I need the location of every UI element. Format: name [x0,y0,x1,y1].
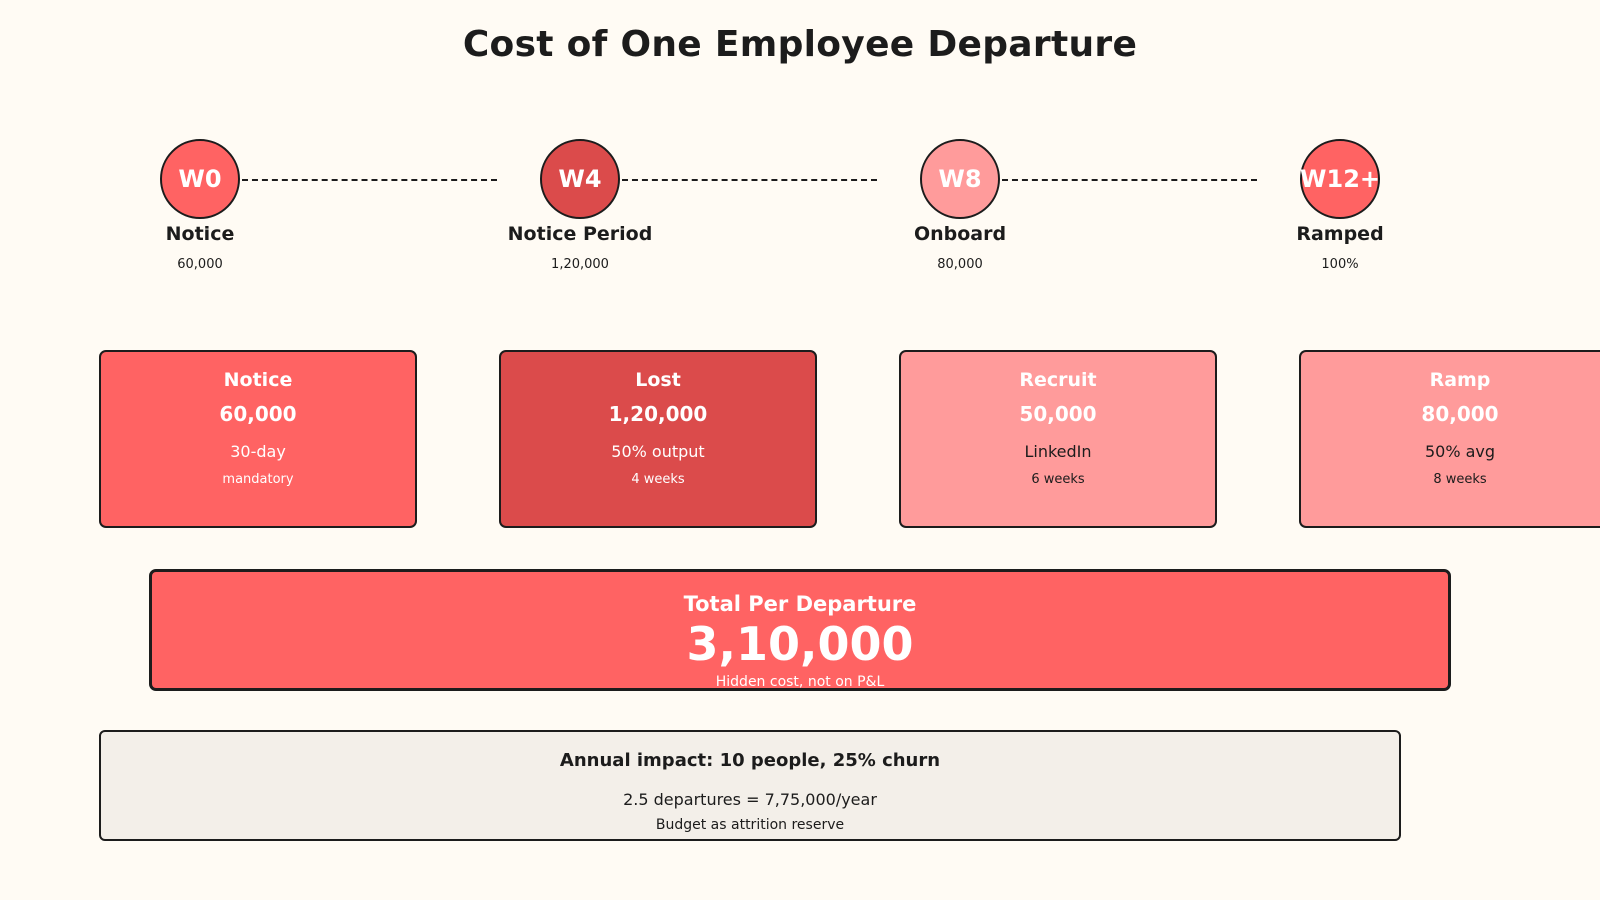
impact-detail: 2.5 departures = 7,75,000/year [623,790,877,809]
milestone-circle: W12+ [1300,139,1380,219]
card-amount: 80,000 [1421,402,1499,426]
milestone-value: 60,000 [177,257,223,272]
total-title: Total Per Departure [683,592,917,616]
milestone-value: 100% [1321,257,1359,272]
milestone-label: Ramped [1296,223,1384,245]
milestone-week-4: W4 Notice Period 1,20,000 [480,139,680,272]
timeline-connector [242,179,497,181]
total-note: Hidden cost, not on P&L [715,674,885,690]
timeline-connector [1002,179,1257,181]
milestone-label: Onboard [913,223,1007,245]
milestone-week-12: W12+ Ramped 100% [1240,139,1440,272]
card-description: 50% output [611,442,705,461]
card-amount: 1,20,000 [608,402,708,426]
card-description: 30-day [230,442,286,461]
timeline-connector [622,179,877,181]
milestone-value: 1,20,000 [551,257,609,272]
card-amount: 50,000 [1019,402,1097,426]
card-note: mandatory [222,472,294,487]
card-title: Ramp [1429,369,1491,391]
milestone-circle: W0 [160,139,240,219]
total-per-departure-banner: Total Per Departure 3,10,000 Hidden cost… [149,569,1451,691]
milestone-label: Notice [165,223,235,245]
card-note: 8 weeks [1433,472,1487,487]
page-title: Cost of One Employee Departure [462,24,1138,65]
card-description: 50% avg [1424,442,1496,461]
milestone-label: Notice Period [507,223,653,245]
milestone-week-8: W8 Onboard 80,000 [860,139,1060,272]
annual-impact-box: Annual impact: 10 people, 25% churn 2.5 … [99,730,1401,841]
impact-title: Annual impact: 10 people, 25% churn [559,750,941,771]
card-amount: 60,000 [219,402,297,426]
milestone-value: 80,000 [937,257,983,272]
card-note: 4 weeks [631,472,685,487]
cost-card-lost: Lost 1,20,000 50% output 4 weeks [499,350,817,528]
impact-note: Budget as attrition reserve [655,817,845,833]
card-description: LinkedIn [1024,442,1092,461]
milestone-week-0: W0 Notice 60,000 [100,139,300,272]
milestone-circle: W8 [920,139,1000,219]
card-note: 6 weeks [1031,472,1085,487]
milestone-circle: W4 [540,139,620,219]
cost-card-notice: Notice 60,000 30-day mandatory [99,350,417,528]
cost-card-recruit: Recruit 50,000 LinkedIn 6 weeks [899,350,1217,528]
card-title: Lost [635,369,681,391]
card-title: Notice [223,369,293,391]
cost-card-ramp: Ramp 80,000 50% avg 8 weeks [1299,350,1600,528]
card-title: Recruit [1019,369,1097,391]
total-amount: 3,10,000 [686,617,914,671]
